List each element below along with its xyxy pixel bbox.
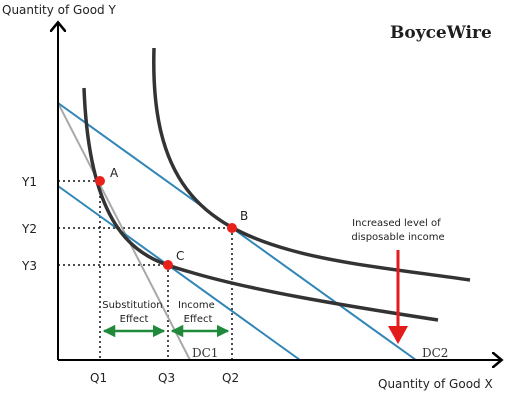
budget-line-dc1 — [57, 185, 301, 361]
point-a — [95, 176, 105, 186]
income-annotation: Increased level of disposable income — [351, 218, 444, 243]
point-a-label: A — [110, 166, 119, 180]
tick-q3: Q3 — [158, 371, 175, 385]
guide-lines — [58, 180, 233, 360]
dc2-label: DC2 — [422, 346, 448, 360]
brand-logo: BoyceWire — [390, 23, 492, 43]
point-b — [227, 223, 237, 233]
indifference-curve-low — [82, 87, 439, 322]
income-increase-arrow-head — [388, 326, 408, 344]
tick-q1: Q1 — [90, 371, 107, 385]
pivot-budget-line — [57, 102, 191, 361]
indifference-curve-high — [152, 47, 471, 282]
tick-y1: Y1 — [21, 175, 37, 189]
substitution-effect-label: Substitution Effect — [102, 300, 166, 325]
tick-q2: Q2 — [222, 371, 239, 385]
x-axis-label: Quantity of Good X — [378, 377, 493, 391]
point-b-label: B — [240, 209, 248, 223]
y-axis-label: Quantity of Good Y — [2, 3, 116, 17]
tick-y2: Y2 — [21, 222, 37, 236]
point-c-label: C — [176, 249, 184, 263]
income-effect-label: Income Effect — [178, 300, 218, 325]
tick-y3: Y3 — [21, 259, 37, 273]
dc1-label: DC1 — [192, 346, 218, 360]
point-c — [163, 260, 173, 270]
